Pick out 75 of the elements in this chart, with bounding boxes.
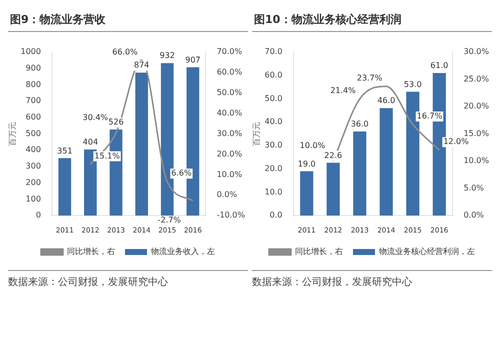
y2-tick-label: 0.0% — [216, 190, 238, 200]
data-label: 21.4% — [330, 86, 356, 95]
data-label: 351 — [57, 146, 72, 156]
data-label: 15.1% — [94, 151, 120, 160]
y-axis-title: 百万元 — [8, 122, 17, 146]
bar — [353, 131, 366, 216]
y-axis-title: 百万元 — [252, 122, 261, 146]
data-label: 46.0 — [377, 96, 396, 106]
data-label: 10.0% — [300, 141, 326, 150]
y-tick-label: 60.0 — [264, 70, 282, 80]
y2-tick-label: 30.0% — [216, 128, 243, 138]
y-tick-label: 0.0 — [270, 210, 282, 220]
bar — [135, 72, 148, 216]
bar — [84, 150, 97, 216]
data-label: 53.0 — [404, 80, 422, 89]
legend-label: 物流业务核心经营利润，左 — [379, 247, 475, 256]
source-note: 数据来源：公司财报，发展研究中心 — [8, 276, 169, 289]
bar — [58, 158, 72, 216]
y2-tick-label: -10.0% — [216, 210, 246, 220]
bar — [300, 171, 314, 216]
data-label: 23.7% — [356, 73, 383, 82]
y-tick-label: 40.0 — [264, 117, 282, 126]
y-tick-label: 800 — [26, 80, 41, 89]
data-label: 874 — [134, 60, 150, 70]
y2-tick-label: 70.0% — [216, 47, 243, 56]
y2-tick-label: 60.0% — [216, 68, 243, 77]
y-tick-label: 20.0 — [264, 164, 282, 173]
bar — [326, 162, 340, 216]
y-tick-label: 50.0 — [264, 94, 282, 103]
y2-tick-label: 20.0% — [216, 149, 243, 158]
chart-title: 图9：物流业务营收 — [8, 8, 248, 32]
data-label: 66.0% — [112, 47, 138, 56]
data-label: 526 — [108, 118, 124, 127]
source-note: 数据来源：公司财报，发展研究中心 — [252, 276, 413, 289]
y-tick-label: 10.0 — [264, 187, 282, 196]
y-tick-label: 200 — [26, 178, 41, 187]
data-label: 404 — [82, 138, 98, 147]
y-tick-label: 0 — [36, 210, 41, 220]
data-label: 6.6% — [171, 168, 192, 178]
chart-title: 图10：物流业务核心经营利润 — [252, 8, 492, 32]
y-tick-label: 900 — [26, 63, 41, 72]
y-tick-label: 700 — [26, 96, 41, 106]
y2-tick-label: 15.0% — [464, 128, 490, 138]
legend-label: 同比增长，右 — [295, 247, 343, 256]
y-tick-label: 70.0 — [264, 47, 282, 56]
data-label: 16.7% — [416, 112, 443, 121]
y-tick-label: 600 — [26, 112, 41, 122]
data-label: 61.0 — [430, 61, 448, 70]
y2-tick-label: 30.0% — [464, 47, 490, 56]
data-label: 22.6 — [324, 150, 342, 160]
y2-tick-label: 10.0% — [216, 170, 243, 179]
y2-tick-label: 50.0% — [216, 88, 243, 97]
legend-label: 同比增长，右 — [67, 247, 115, 256]
y2-tick-label: 40.0% — [216, 108, 243, 118]
y2-tick-label: 20.0% — [464, 102, 490, 111]
y2-tick-label: 25.0% — [464, 74, 490, 84]
y-tick-label: 500 — [26, 128, 41, 138]
legend-label: 物流业务收入，左 — [151, 247, 215, 256]
y-tick-label: 30.0 — [264, 140, 282, 150]
data-label: 19.0 — [298, 159, 316, 168]
data-label: 36.0 — [350, 120, 369, 129]
data-label: 907 — [185, 55, 201, 64]
y2-tick-label: 0.0% — [464, 210, 484, 220]
data-label: 30.4% — [82, 113, 108, 122]
bar — [406, 92, 420, 216]
bar — [380, 108, 393, 216]
data-label: -2.7% — [158, 216, 182, 225]
data-label: 12.0% — [443, 137, 470, 146]
y-tick-label: 100 — [26, 194, 41, 204]
y-tick-label: 1000 — [20, 47, 41, 56]
y2-tick-label: 5.0% — [464, 183, 484, 192]
y2-tick-label: 10.0% — [464, 156, 490, 166]
data-label: 932 — [160, 51, 175, 60]
y-tick-label: 400 — [26, 145, 41, 154]
y-tick-label: 300 — [26, 162, 41, 171]
